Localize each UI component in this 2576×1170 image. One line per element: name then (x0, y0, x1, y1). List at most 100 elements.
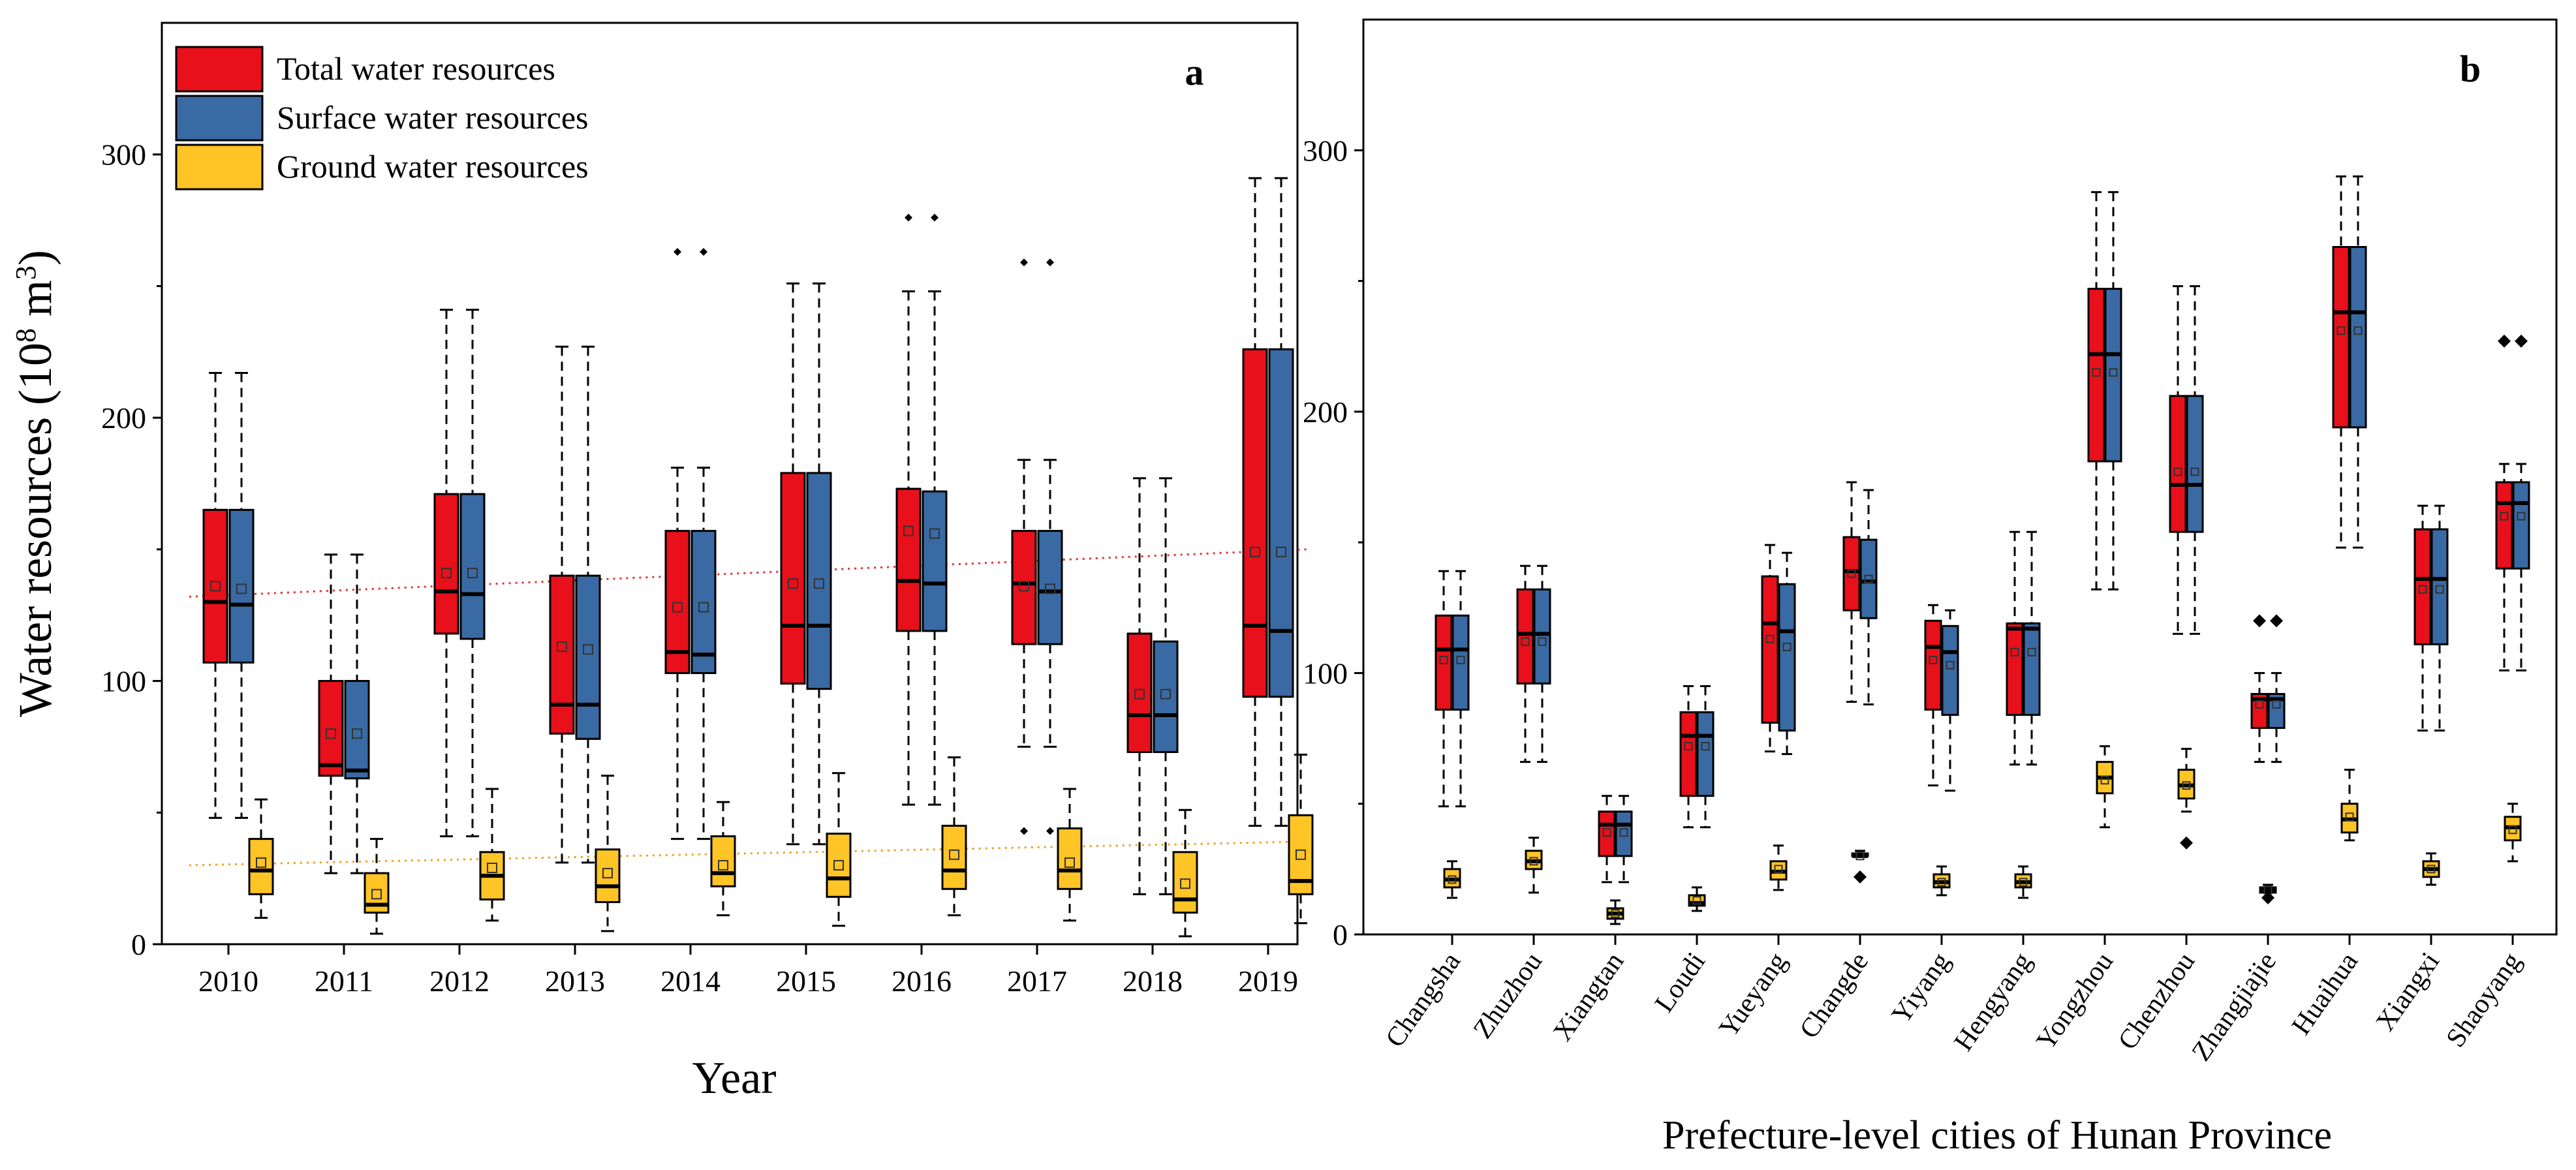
box-total (1761, 575, 1779, 724)
y-tick-label-b: 300 (1303, 134, 1348, 167)
mean-marker-surface (1701, 742, 1710, 751)
mean-marker-total (441, 568, 452, 579)
outlier-surface (2270, 614, 2283, 628)
mean-marker-ground (2019, 878, 2028, 887)
box-surface (2512, 481, 2530, 570)
mean-marker-surface (352, 728, 362, 739)
x-tick-label-b: Loudi (1649, 947, 1711, 1018)
mean-marker-total (1765, 634, 1775, 643)
mean-marker-surface (1276, 546, 1286, 557)
mean-marker-ground (1692, 896, 1701, 905)
mean-marker-surface (1864, 574, 1873, 583)
x-axis-title-b: Prefecture-level cities of Hunan Provinc… (1662, 1113, 2332, 1158)
mean-marker-surface (2190, 467, 2199, 476)
box-total (433, 493, 459, 635)
box-ground (1172, 851, 1198, 914)
box-total (1924, 619, 1942, 711)
mean-marker-ground (1296, 849, 1306, 860)
x-tick-label-b: Changsha (1380, 947, 1466, 1053)
plot-frame-a (161, 22, 1299, 946)
box-surface (228, 508, 255, 664)
mean-marker-ground (1448, 875, 1457, 884)
box-surface (1451, 614, 1470, 711)
mean-marker-surface (814, 578, 824, 589)
mean-marker-total (1250, 546, 1260, 557)
x-tick-label-b: Yongzhou (2031, 947, 2120, 1055)
mean-marker-ground (2182, 781, 2191, 790)
outlier-surface (2515, 334, 2528, 348)
mean-marker-surface (2027, 647, 2036, 656)
mean-marker-total (326, 728, 336, 739)
mean-marker-ground (1529, 857, 1538, 866)
panel-label-b: b (2460, 48, 2481, 90)
x-tick-label-a: 2015 (776, 964, 836, 998)
mean-marker-total (1134, 688, 1145, 700)
mean-marker-surface (2435, 585, 2444, 594)
x-tick-label-a: 2019 (1238, 964, 1298, 998)
y-axis-title-part: 3 (10, 266, 42, 280)
y-axis-title-part: Water resources (10 (9, 343, 61, 717)
y-tick-label-a: 0 (131, 928, 146, 961)
mean-marker-total (1439, 655, 1448, 664)
box-ground (364, 872, 390, 914)
box-total (2332, 245, 2350, 429)
box-total (2006, 622, 2024, 716)
mean-marker-ground (371, 889, 382, 900)
panel-b: 0 100 200 300 Changsha Zhuzhou Xiangtan Loudi Yu… (1303, 18, 2558, 1158)
plot-frame-b (1362, 18, 2558, 936)
mean-marker-total (557, 641, 567, 653)
legend-label-total: Total water resources (277, 50, 555, 87)
x-tick-label-b: Xiangxi (2370, 947, 2445, 1036)
x-tick-label-b: Hengyang (1948, 947, 2038, 1056)
box-surface (2186, 395, 2204, 533)
mean-marker-surface (1782, 642, 1792, 651)
mean-marker-ground (1180, 878, 1190, 889)
box-total (2413, 528, 2432, 645)
x-tick-label-a: 2010 (198, 964, 258, 998)
box-surface (575, 574, 601, 740)
mean-marker-total (1847, 569, 1856, 578)
box-total (664, 530, 691, 674)
x-tick-label-a: 2017 (1007, 964, 1067, 998)
box-total (549, 574, 575, 735)
mean-marker-total (1602, 828, 1611, 837)
mean-marker-ground (718, 859, 728, 870)
box-total (1842, 536, 1861, 611)
y-tick-label-a: 300 (101, 138, 146, 172)
x-tick-label-b: Chenzhou (2113, 947, 2201, 1055)
mean-marker-total (2418, 585, 2427, 594)
box-total (1679, 711, 1698, 797)
mean-marker-total (2010, 647, 2019, 656)
mean-marker-surface (2109, 368, 2118, 377)
box-surface (922, 490, 948, 632)
box-surface (1615, 810, 1633, 857)
panel-a: 0 100 200 300 2010 2011 2012 2013 2014 2015 2016 20… (9, 22, 1314, 1103)
box-surface (1859, 538, 1878, 619)
box-surface (459, 493, 486, 640)
mean-marker-surface (1538, 637, 1547, 646)
mean-marker-surface (2353, 326, 2363, 335)
mean-marker-surface (1160, 688, 1171, 700)
box-surface (1153, 640, 1179, 753)
mean-marker-surface (1619, 828, 1628, 837)
box-surface (2349, 245, 2367, 429)
box-surface (1941, 624, 1959, 716)
legend-label-ground: Ground water resources (277, 148, 589, 185)
outlier-total (1020, 258, 1028, 267)
x-tick-label-a: 2013 (545, 964, 605, 998)
mean-marker-ground (2427, 865, 2436, 874)
box-total (318, 680, 344, 777)
box-total (2169, 395, 2187, 533)
outlier-surface (1046, 827, 1054, 835)
box-surface (806, 472, 832, 690)
box-ground (826, 833, 852, 898)
mean-marker-surface (698, 602, 709, 613)
mean-marker-ground (1774, 865, 1783, 874)
box-surface (2023, 622, 2041, 716)
x-tick-label-a: 2018 (1123, 964, 1183, 998)
x-tick-label-b: Yueyang (1713, 947, 1793, 1043)
box-ground (941, 824, 967, 890)
mean-marker-ground (1611, 909, 1620, 918)
box-surface (1696, 711, 1715, 797)
